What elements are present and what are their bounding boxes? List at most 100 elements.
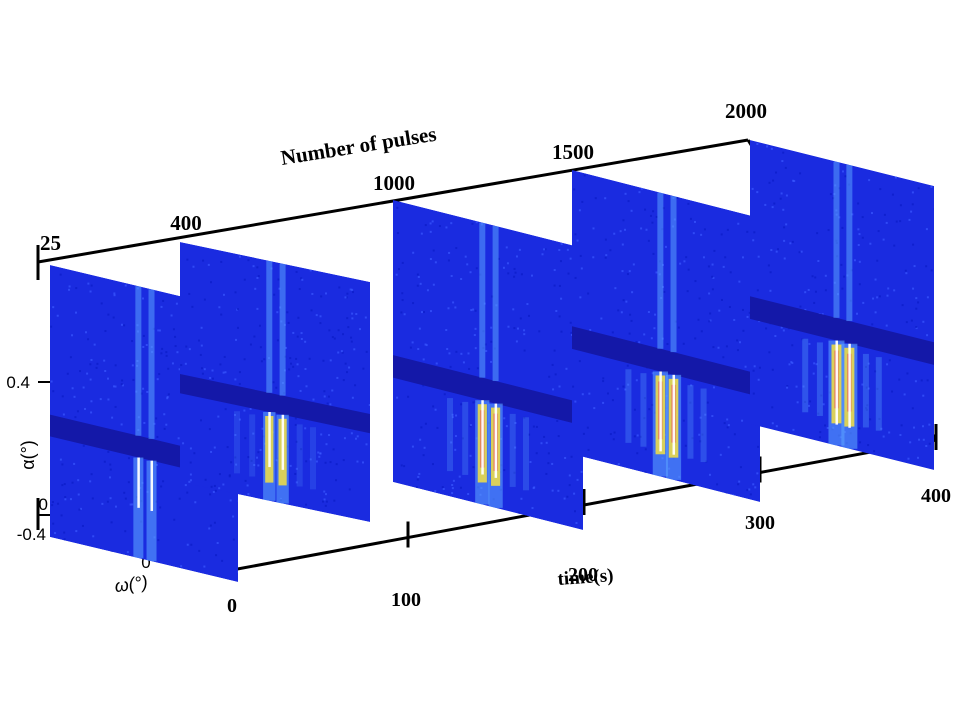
noise-speckle (411, 341, 414, 344)
noise-speckle (605, 254, 608, 257)
noise-speckle (856, 312, 859, 315)
noise-speckle (216, 542, 219, 545)
noise-speckle (467, 493, 470, 496)
noise-speckle (76, 410, 79, 413)
side-streak (447, 398, 453, 472)
noise-speckle (474, 327, 477, 330)
noise-speckle (347, 326, 350, 329)
noise-speckle (720, 298, 723, 301)
frame-background (180, 242, 370, 522)
noise-speckle (341, 351, 344, 354)
noise-speckle (490, 326, 493, 329)
pulses-tick-label: 1000 (373, 171, 415, 195)
noise-speckle (331, 389, 334, 392)
noise-speckle (799, 305, 802, 308)
noise-speckle (74, 416, 77, 419)
noise-speckle (294, 417, 297, 420)
noise-speckle (574, 510, 577, 513)
noise-speckle (107, 398, 110, 401)
noise-speckle (272, 381, 275, 384)
noise-speckle (711, 263, 714, 266)
noise-speckle (813, 362, 816, 365)
noise-speckle (840, 263, 843, 266)
noise-speckle (553, 349, 556, 352)
noise-speckle (650, 337, 653, 340)
noise-speckle (513, 267, 516, 270)
noise-speckle (515, 255, 518, 258)
noise-speckle (899, 204, 902, 207)
noise-speckle (166, 397, 169, 400)
noise-speckle (744, 365, 747, 368)
noise-speckle (304, 368, 307, 371)
noise-speckle (602, 380, 605, 383)
noise-speckle (520, 273, 523, 276)
noise-speckle (215, 554, 218, 557)
noise-speckle (817, 260, 820, 263)
noise-speckle (802, 385, 805, 388)
noise-speckle (857, 244, 860, 247)
noise-speckle (800, 250, 803, 253)
noise-speckle (552, 388, 555, 391)
noise-speckle (121, 379, 124, 382)
noise-speckle (757, 445, 760, 448)
noise-speckle (124, 284, 127, 287)
noise-speckle (520, 497, 523, 500)
noise-speckle (448, 251, 451, 254)
noise-speckle (295, 467, 298, 470)
noise-speckle (325, 292, 328, 295)
noise-speckle (613, 431, 616, 434)
noise-speckle (234, 456, 237, 459)
noise-speckle (68, 285, 71, 288)
noise-speckle (87, 282, 90, 285)
noise-speckle (899, 434, 902, 437)
noise-speckle (238, 418, 241, 421)
noise-speckle (87, 338, 90, 341)
noise-speckle (748, 488, 751, 491)
noise-speckle (664, 245, 667, 248)
upper-streak (279, 263, 286, 396)
noise-speckle (64, 498, 67, 501)
noise-speckle (705, 460, 708, 463)
noise-speckle (832, 197, 835, 200)
noise-speckle (920, 379, 923, 382)
noise-speckle (235, 463, 238, 466)
noise-speckle (841, 226, 844, 229)
noise-speckle (624, 192, 627, 195)
noise-speckle (708, 320, 711, 323)
noise-speckle (423, 446, 426, 449)
noise-speckle (517, 327, 520, 330)
noise-speckle (870, 212, 873, 215)
noise-speckle (724, 256, 727, 259)
noise-speckle (513, 275, 516, 278)
noise-speckle (351, 317, 354, 320)
noise-speckle (689, 217, 692, 220)
noise-speckle (207, 263, 210, 266)
noise-speckle (296, 335, 299, 338)
noise-speckle (535, 425, 538, 428)
frame-background (572, 170, 760, 502)
noise-speckle (624, 388, 627, 391)
noise-speckle (928, 442, 931, 445)
noise-speckle (170, 314, 173, 317)
noise-speckle (295, 440, 298, 443)
noise-speckle (514, 446, 517, 449)
noise-speckle (627, 200, 630, 203)
noise-speckle (418, 327, 421, 330)
noise-speckle (186, 543, 189, 546)
noise-speckle (131, 364, 134, 367)
upper-streak (833, 161, 840, 318)
noise-speckle (213, 521, 216, 524)
noise-speckle (113, 292, 116, 295)
noise-speckle (874, 311, 877, 314)
noise-speckle (162, 480, 165, 483)
noise-speckle (602, 401, 605, 404)
noise-speckle (888, 359, 891, 362)
noise-speckle (663, 290, 666, 293)
noise-speckle (224, 371, 227, 374)
noise-speckle (503, 417, 506, 420)
noise-speckle (222, 371, 225, 374)
noise-speckle (358, 328, 361, 331)
noise-speckle (519, 317, 522, 320)
noise-speckle (709, 319, 712, 322)
